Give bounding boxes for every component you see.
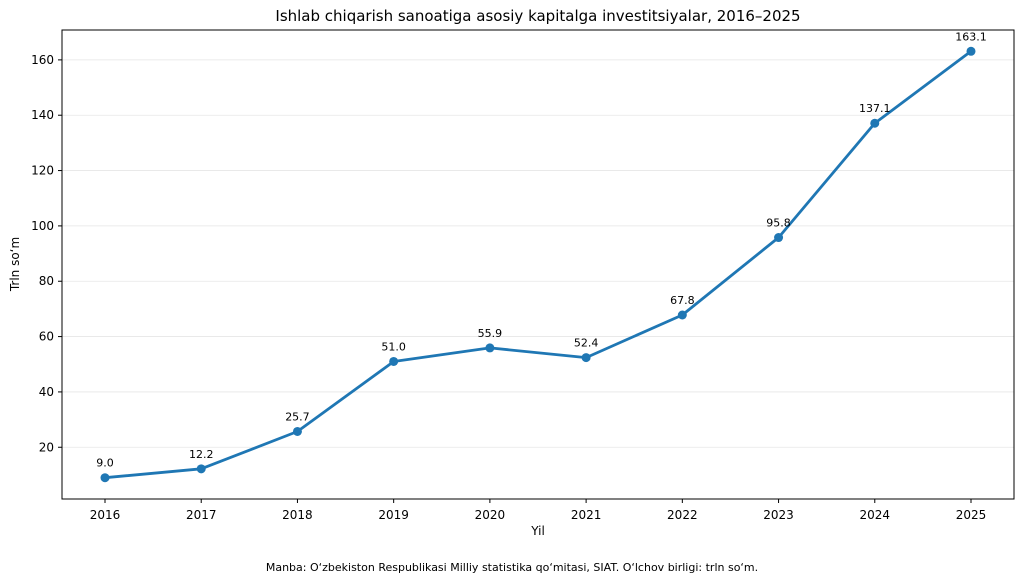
x-tick-label-2016: 2016: [90, 508, 121, 522]
x-tick-label-2018: 2018: [282, 508, 313, 522]
x-axis: 2016 2017 2018 2019 2020 2021 2022 2023 2024 2025: [90, 499, 987, 522]
data-point-2020: [485, 343, 495, 353]
data-label-2019: 51.0: [381, 340, 406, 353]
series-line: [103, 49, 973, 480]
y-tick-label-20: 20: [39, 440, 54, 454]
y-axis: 20 40 60 80 100 120 140 160: [31, 53, 62, 454]
x-tick-label-2025: 2025: [956, 508, 987, 522]
data-label-2023: 95.8: [766, 217, 791, 230]
grid-lines: [62, 59, 1014, 448]
y-tick-label-60: 60: [39, 330, 54, 344]
chart-title: Ishlab chiqarish sanoatiga asosiy kapita…: [275, 7, 800, 25]
x-tick-label-2023: 2023: [763, 508, 794, 522]
plot-frame: [61, 29, 1015, 500]
x-axis-label: Yil: [530, 524, 545, 538]
data-point-2016: [100, 473, 110, 483]
data-label-2018: 25.7: [285, 410, 310, 423]
x-tick-label-2022: 2022: [667, 508, 698, 522]
data-point-2017: [196, 464, 206, 474]
y-tick-label-160: 160: [31, 53, 54, 67]
data-label-2025: 163.1: [955, 30, 987, 43]
data-label-2022: 67.8: [670, 294, 695, 307]
data-label-2024: 137.1: [859, 102, 891, 115]
data-point-2021: [581, 353, 591, 363]
y-axis-label: Trln so‘m: [8, 237, 22, 292]
y-tick-label-120: 120: [31, 164, 54, 178]
x-tick-label-2024: 2024: [860, 508, 891, 522]
data-label-2017: 12.2: [189, 448, 214, 461]
y-tick-label-40: 40: [39, 385, 54, 399]
x-tick-label-2021: 2021: [571, 508, 602, 522]
x-tick-label-2019: 2019: [378, 508, 409, 522]
x-tick-label-2020: 2020: [475, 508, 506, 522]
series-investments: 9.0 12.2 25.7 51.0 55.9 52.4 67.8 95.8 137.1 163.…: [96, 30, 987, 483]
data-point-2018: [292, 426, 302, 436]
data-point-2025: [966, 46, 976, 56]
y-tick-label-140: 140: [31, 108, 54, 122]
y-tick-label-80: 80: [39, 274, 54, 288]
data-label-2020: 55.9: [478, 327, 503, 340]
data-point-2022: [677, 310, 687, 320]
data-point-2024: [870, 118, 880, 128]
data-label-2016: 9.0: [96, 457, 114, 470]
data-label-2021: 52.4: [574, 337, 599, 350]
y-tick-label-100: 100: [31, 219, 54, 233]
data-point-2023: [774, 233, 784, 243]
source-note: Manba: O‘zbekiston Respublikasi Milliy s…: [266, 561, 758, 574]
x-tick-label-2017: 2017: [186, 508, 217, 522]
data-point-2019: [389, 356, 399, 366]
